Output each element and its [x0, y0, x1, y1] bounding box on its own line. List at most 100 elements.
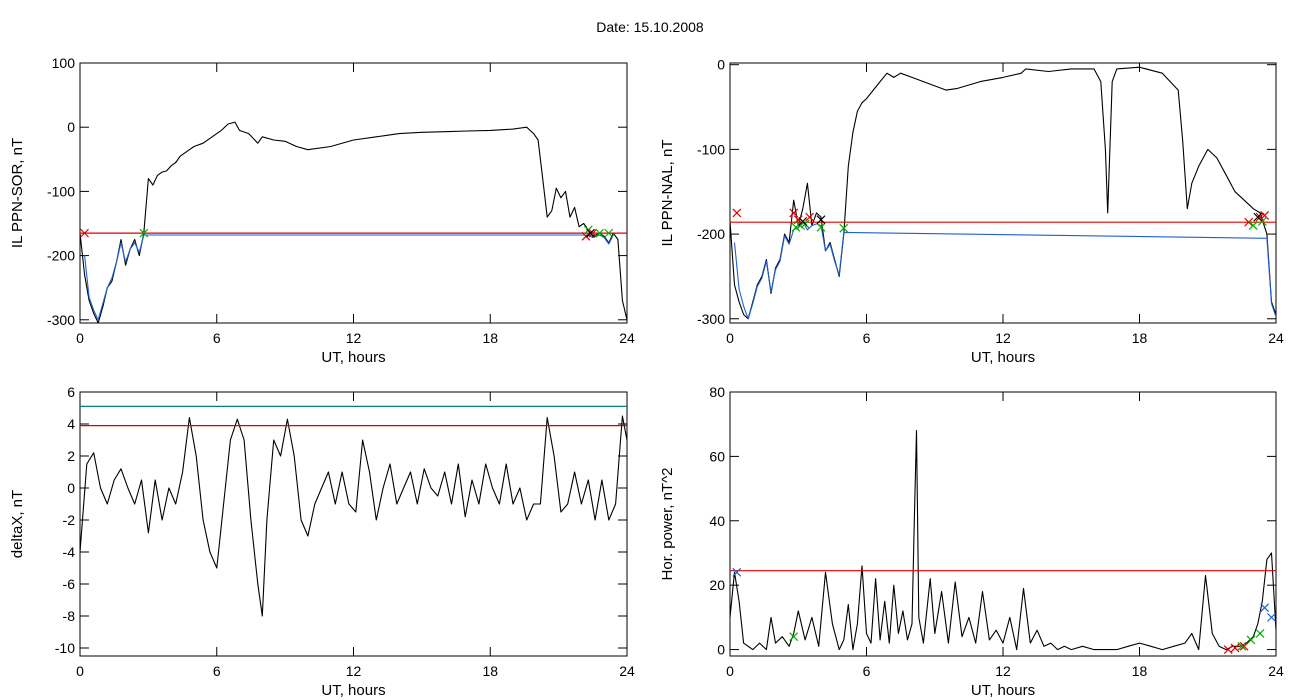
data-marker: [789, 632, 799, 642]
data-marker: [1255, 212, 1265, 222]
data-marker: [80, 228, 89, 238]
data-marker: [1260, 211, 1270, 220]
x-tick-label: 18: [1132, 330, 1148, 346]
data-marker: [796, 221, 805, 231]
y-tick-label: -6: [63, 576, 76, 592]
y-tick-label: -200: [47, 248, 75, 264]
y-tick-label: -4: [63, 544, 76, 560]
data-marker: [1237, 641, 1247, 651]
x-tick-label: 6: [863, 663, 871, 679]
x-tick-label: 18: [482, 663, 498, 679]
x-tick-label: 24: [1268, 330, 1284, 346]
x-tick-label: 6: [213, 330, 221, 346]
y-tick-label: -300: [47, 312, 75, 328]
chart-panel-4: 0 6 12 18 24 80 60 40 20 0 UT, hours Hor. power, nT…: [659, 384, 1284, 699]
y-tick-label: 60: [709, 448, 725, 464]
data-series-line: [733, 220, 1276, 320]
plot-frame: [79, 62, 628, 324]
x-axis-label: UT, hours: [971, 349, 1035, 366]
y-tick-label: 0: [67, 480, 75, 496]
x-tick-label: 0: [726, 330, 734, 346]
y-tick-label: -100: [697, 141, 725, 157]
plot-data: [80, 405, 627, 617]
x-tick-label: 24: [619, 663, 635, 679]
y-tick-label: -200: [697, 226, 725, 242]
x-axis-label: UT, hours: [971, 682, 1035, 699]
data-marker: [793, 215, 803, 225]
y-axis-label: deltaX, nT: [9, 490, 26, 558]
data-marker: [732, 208, 742, 218]
data-marker: [816, 215, 826, 225]
chart-panel-1: 0 6 12 18 24 100 0 -100 -200 -300 UT, hours IL PPN-…: [9, 55, 635, 366]
chart-panel-3: 0 6 12 18 24 6 4 2 0 -2 -4 -6 -8 -10 UT, hours deltaX, …: [9, 384, 635, 699]
y-tick-label: -8: [63, 608, 76, 624]
y-tick-label: 4: [67, 416, 75, 432]
data-marker: [839, 223, 849, 233]
y-tick-label: 0: [717, 57, 725, 73]
y-tick-label: 6: [67, 384, 75, 400]
data-marker: [789, 208, 799, 218]
data-marker: [791, 222, 801, 232]
x-tick-label: 6: [213, 663, 221, 679]
data-marker: [595, 228, 605, 238]
data-marker: [588, 228, 598, 238]
x-axis-label: UT, hours: [321, 682, 385, 699]
x-tick-label: 0: [76, 330, 84, 346]
y-tick-label: 2: [67, 448, 75, 464]
data-series-line: [730, 430, 1276, 651]
data-marker: [1267, 612, 1276, 622]
x-tick-label: 12: [346, 330, 362, 346]
data-series-line: [80, 121, 627, 323]
figure-title: Date: 15.10.2008: [596, 19, 704, 35]
y-axis-label: IL PPN-SOR, nT: [9, 138, 26, 248]
y-tick-label: -300: [697, 311, 725, 327]
data-marker: [732, 567, 742, 577]
data-marker: [586, 228, 595, 238]
data-marker: [1239, 641, 1249, 651]
plot-data: [80, 121, 627, 323]
x-tick-label: 0: [76, 663, 84, 679]
data-series-line: [84, 234, 614, 321]
chart-panel-2: 0 6 12 18 24 0 -100 -200 -300 UT, hours IL PPN-NAL…: [659, 57, 1284, 366]
y-tick-label: -10: [55, 640, 75, 656]
data-marker: [581, 231, 591, 241]
data-marker: [816, 222, 826, 232]
x-tick-label: 18: [1132, 663, 1148, 679]
plot-frame: [79, 391, 628, 657]
y-tick-label: 20: [709, 577, 725, 593]
x-tick-label: 6: [863, 330, 871, 346]
data-marker: [798, 216, 808, 226]
plot-data: [730, 66, 1276, 320]
plot-frame: [729, 62, 1277, 324]
x-tick-label: 24: [619, 330, 635, 346]
x-tick-label: 12: [995, 330, 1011, 346]
data-marker: [1255, 629, 1265, 638]
data-marker: [1244, 217, 1254, 227]
data-marker: [1223, 645, 1233, 654]
y-tick-label: 100: [52, 55, 76, 71]
data-series-line: [730, 66, 1276, 320]
y-tick-label: 40: [709, 513, 725, 529]
x-tick-label: 12: [995, 663, 1011, 679]
data-marker: [1260, 603, 1270, 613]
plot-frame: [729, 391, 1277, 657]
x-tick-label: 12: [346, 663, 362, 679]
y-tick-label: 0: [717, 642, 725, 658]
data-series-line: [80, 415, 627, 617]
data-marker: [139, 228, 149, 238]
y-axis-label: IL PPN-NAL, nT: [659, 140, 676, 247]
x-axis-label: UT, hours: [321, 349, 385, 366]
x-tick-label: 18: [482, 330, 498, 346]
data-marker: [805, 212, 815, 222]
data-marker: [1230, 643, 1240, 653]
plot-data: [730, 430, 1276, 654]
x-tick-label: 0: [726, 663, 734, 679]
data-marker: [1248, 221, 1258, 231]
y-tick-label: 0: [67, 119, 75, 135]
y-axis-label: Hor. power, nT^2: [659, 468, 676, 581]
y-tick-label: -2: [63, 512, 76, 528]
data-marker: [604, 228, 614, 238]
x-tick-label: 24: [1268, 663, 1284, 679]
y-tick-label: -100: [47, 183, 75, 199]
